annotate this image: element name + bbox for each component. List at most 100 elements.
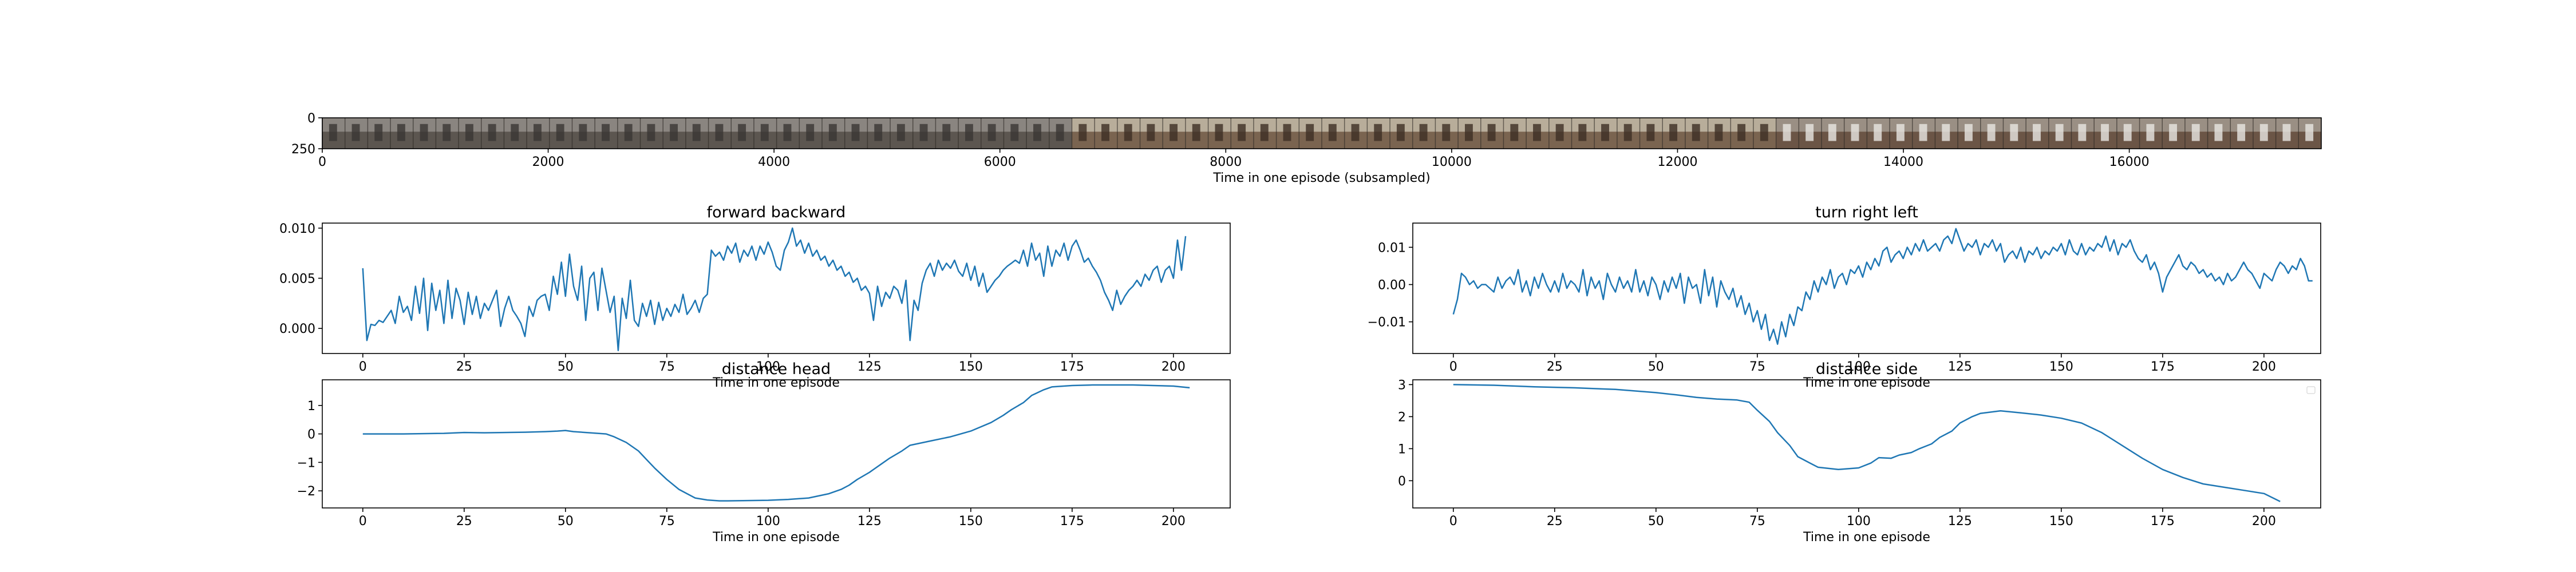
filmstrip-frame: [1775, 118, 1799, 149]
distance-side-x-tick-label: 25: [1547, 514, 1563, 529]
forward-backward-x-tick-label: 125: [858, 360, 882, 374]
filmstrip-frame: [1617, 118, 1640, 149]
filmstrip-frame: [1889, 118, 1913, 149]
filmstrip-frame: [730, 118, 754, 149]
distance-side-x-tick-label: 100: [1847, 514, 1871, 529]
distance-head-y-tick-label: 0: [307, 428, 315, 442]
filmstrip-frame: [1503, 118, 1527, 149]
filmstrip-frame: [1911, 118, 1935, 149]
filmstrip-frame: [935, 118, 959, 149]
filmstrip-frame: [526, 118, 550, 149]
filmstrip-axes-frame: [322, 117, 2322, 149]
filmstrip-frame: [390, 118, 413, 149]
filmstrip-frame: [912, 118, 936, 149]
filmstrip-frame: [981, 118, 1004, 149]
filmstrip-frame: [753, 118, 777, 149]
filmstrip-x-tick-label: 6000: [984, 155, 1016, 169]
filmstrip-frame: [1980, 118, 2004, 149]
filmstrip-frame: [1821, 118, 1844, 149]
distance-head-x-tick-label: 100: [756, 514, 780, 529]
distance-head-x-tick-label: 150: [959, 514, 983, 529]
turn-right-left-chart: 0 25 50 75 100 125 150 175 200 −0.01 0.00 0.01 turn …: [1368, 204, 2321, 390]
filmstrip-frame: [2253, 118, 2276, 149]
filmstrip-frame: [1594, 118, 1617, 149]
filmstrip-frame: [2116, 118, 2140, 149]
turn-right-left-x-tick-label: 100: [1847, 360, 1871, 374]
filmstrip-frame: [708, 118, 732, 149]
filmstrip-frame: [821, 118, 845, 149]
filmstrip-frame: [1139, 118, 1163, 149]
filmstrip-frame: [1003, 118, 1027, 149]
filmstrip-frame: [571, 118, 595, 149]
filmstrip-frame: [481, 118, 504, 149]
filmstrip-chart: 0 2000 4000 6000 8000 10000 12000 14000 16000025…: [291, 112, 2322, 185]
distance-head-title: distance head: [722, 360, 831, 378]
forward-backward-y-tick-label: 0.005: [279, 272, 315, 286]
forward-backward-x-tick-label: 25: [456, 360, 472, 374]
filmstrip-frame: [2230, 118, 2253, 149]
filmstrip-frame: [1866, 118, 1890, 149]
filmstrip-frame: [844, 118, 868, 149]
turn-right-left-x-tick-label: 50: [1648, 360, 1664, 374]
turn-right-left-y-tick-label: 0.00: [1378, 278, 1406, 292]
filmstrip-x-tick-label: 16000: [2109, 155, 2150, 169]
filmstrip-frame: [344, 118, 368, 149]
turn-right-left-x-tick-label: 25: [1547, 360, 1563, 374]
filmstrip-frame: [2275, 118, 2299, 149]
filmstrip-frame: [1685, 118, 1708, 149]
filmstrip-x-tick-label: 12000: [1657, 155, 1697, 169]
filmstrip-frame: [503, 118, 527, 149]
filmstrip-frame: [1094, 118, 1117, 149]
forward-backward-title: forward backward: [707, 204, 846, 221]
distance-side-series-line: [1453, 384, 2281, 502]
filmstrip-frame: [1253, 118, 1277, 149]
filmstrip-frame: [890, 118, 913, 149]
filmstrip-frame: [549, 118, 572, 149]
distance-head-x-tick-label: 175: [1060, 514, 1084, 529]
distance-side-y-tick-label: 0: [1398, 474, 1406, 488]
filmstrip-frame: [1185, 118, 1208, 149]
filmstrip-frame: [1230, 118, 1254, 149]
filmstrip-frame: [617, 118, 641, 149]
distance-side-x-tick-label: 50: [1648, 514, 1664, 529]
filmstrip-y-tick-label: 250: [291, 142, 315, 157]
forward-backward-x-tick-label: 175: [1060, 360, 1084, 374]
distance-head-x-tick-label: 25: [456, 514, 472, 529]
filmstrip-frame: [1026, 118, 1049, 149]
distance-head-x-tick-label: 50: [558, 514, 574, 529]
filmstrip-frame: [2162, 118, 2185, 149]
filmstrip-frame: [1457, 118, 1481, 149]
forward-backward-x-tick-label: 200: [1161, 360, 1186, 374]
distance-head-y-tick-label: −2: [297, 484, 315, 499]
filmstrip-frame: [958, 118, 981, 149]
distance-side-legend: [2306, 386, 2316, 394]
filmstrip-frame: [2025, 118, 2049, 149]
filmstrip-frame: [1662, 118, 1685, 149]
filmstrip-frame: [412, 118, 436, 149]
distance-side-y-tick-label: 1: [1398, 442, 1406, 456]
filmstrip-frame: [1298, 118, 1322, 149]
filmstrip-frame: [2071, 118, 2095, 149]
filmstrip-frame: [1071, 118, 1095, 149]
turn-right-left-title: turn right left: [1815, 204, 1918, 221]
distance-side-x-tick-label: 0: [1449, 514, 1457, 529]
distance-side-title: distance side: [1816, 360, 1918, 378]
filmstrip-frame: [2207, 118, 2231, 149]
filmstrip-frame: [1526, 118, 1549, 149]
forward-backward-chart: 0 25 50 75 100 125 150 175 200 0.000 0.005 0.010 for…: [279, 204, 1231, 390]
filmstrip-x-tick-label: 0: [318, 155, 326, 169]
filmstrip-frame: [639, 118, 663, 149]
filmstrip-frame: [1321, 118, 1345, 149]
distance-head-x-tick-label: 75: [659, 514, 675, 529]
distance-side-x-tick-label: 200: [2252, 514, 2276, 529]
turn-right-left-series-line: [1452, 228, 2313, 345]
distance-side-x-tick-label: 125: [1948, 514, 1972, 529]
filmstrip-frame: [1957, 118, 1981, 149]
filmstrip-frame: [1707, 118, 1731, 149]
turn-right-left-y-tick-label: 0.01: [1378, 241, 1406, 255]
filmstrip-y-tick-label: 0: [307, 112, 315, 126]
filmstrip-frame: [776, 118, 800, 149]
filmstrip-x-tick-label: 10000: [1432, 155, 1472, 169]
distance-head-axes-frame: [322, 379, 1231, 509]
